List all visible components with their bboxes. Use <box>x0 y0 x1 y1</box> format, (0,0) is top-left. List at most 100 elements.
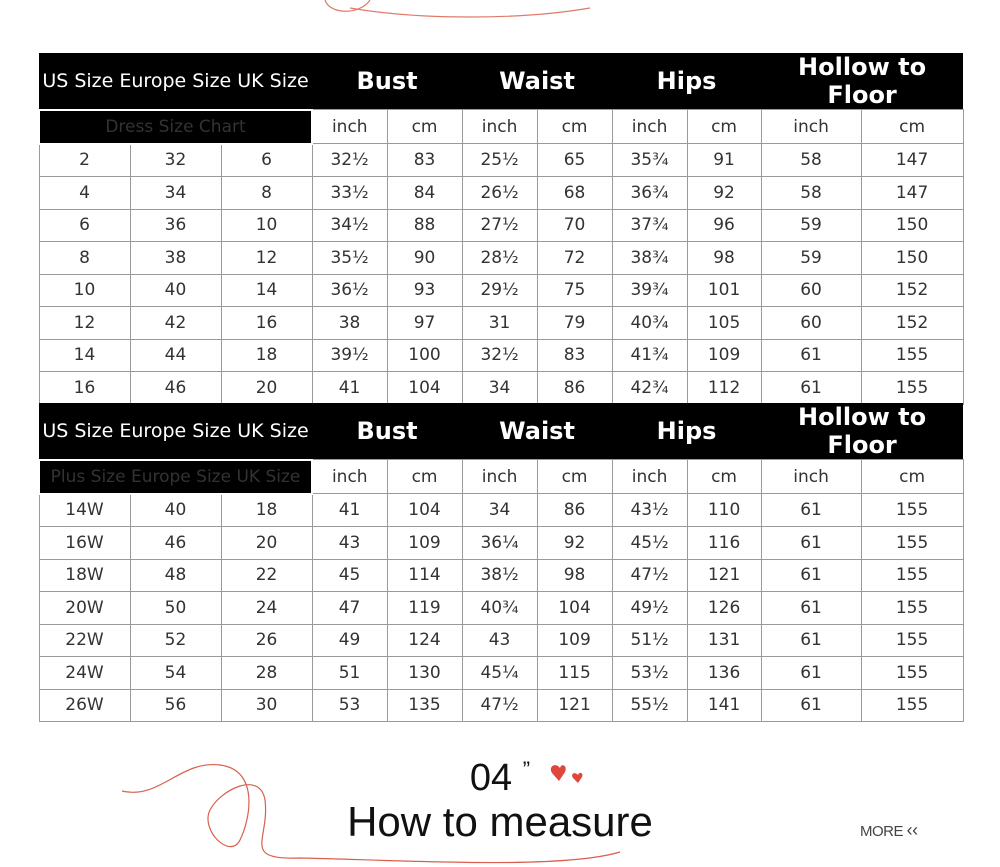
table-cell: 18 <box>220 338 313 372</box>
table-cell: 155 <box>860 371 964 405</box>
table-cell: 27½ <box>461 208 538 242</box>
table-cell: 49½ <box>611 591 688 625</box>
table-cell: 60 <box>760 273 862 307</box>
table-cell: 112 <box>686 371 762 405</box>
table-row: 6 36 10 34½ 88 27½ 70 37¾ 96 59 150 <box>38 208 964 242</box>
table-cell: 70 <box>536 208 613 242</box>
table-cell: 28½ <box>461 241 538 275</box>
table-cell: 35¾ <box>611 143 688 177</box>
table-cell: 14 <box>38 338 131 372</box>
unit-cm: cm <box>386 109 463 144</box>
table-cell: 155 <box>860 493 964 527</box>
table-cell: 59 <box>760 241 862 275</box>
table-cell: 36¾ <box>611 176 688 210</box>
table-cell: 14 <box>220 273 313 307</box>
table-cell: 40¾ <box>611 306 688 340</box>
unit-inch: inch <box>760 109 862 144</box>
table-cell: 25½ <box>461 143 538 177</box>
table-cell: 26½ <box>461 176 538 210</box>
table-cell: 38 <box>311 306 388 340</box>
table-cell: 155 <box>860 591 964 625</box>
table-cell: 45 <box>311 558 388 592</box>
table-cell: 46 <box>129 526 222 560</box>
table-cell: 100 <box>386 338 463 372</box>
table-cell: 54 <box>129 656 222 690</box>
table-cell: 60 <box>760 306 862 340</box>
table-cell: 34 <box>129 176 222 210</box>
table-cell: 34 <box>461 371 538 405</box>
table-cell: 58 <box>760 143 862 177</box>
table-cell: 47½ <box>461 688 538 722</box>
table-cell: 34 <box>461 493 538 527</box>
hollow-to-floor-header: Hollow to Floor <box>761 53 964 110</box>
table-cell: 18W <box>38 558 131 592</box>
table-cell: 115 <box>536 656 613 690</box>
table-cell: 124 <box>386 623 463 657</box>
unit-inch: inch <box>611 459 688 494</box>
table-cell: 22 <box>220 558 313 592</box>
table-cell: 40 <box>129 493 222 527</box>
table-cell: 58 <box>760 176 862 210</box>
table-cell: 49 <box>311 623 388 657</box>
table-cell: 20 <box>220 371 313 405</box>
table-cell: 16 <box>220 306 313 340</box>
unit-row: Plus Size Europe Size UK Size inch cm inch c… <box>37 458 964 495</box>
table-cell: 150 <box>860 241 964 275</box>
table-cell: 40 <box>129 273 222 307</box>
table-row: 18W 48 22 45 114 38½ 98 47½ 121 61 155 <box>38 558 964 592</box>
table-cell: 65 <box>536 143 613 177</box>
table-cell: 8 <box>38 241 131 275</box>
table-cell: 75 <box>536 273 613 307</box>
table-cell: 79 <box>536 306 613 340</box>
unit-cm: cm <box>536 459 613 494</box>
table-cell: 83 <box>386 143 463 177</box>
table-cell: 92 <box>536 526 613 560</box>
table-cell: 147 <box>860 176 964 210</box>
unit-cm: cm <box>686 459 762 494</box>
table-cell: 18 <box>220 493 313 527</box>
table-cell: 42¾ <box>611 371 688 405</box>
table-cell: 10 <box>220 208 313 242</box>
table-cell: 114 <box>386 558 463 592</box>
table-cell: 41 <box>311 493 388 527</box>
waist-header: Waist <box>462 403 613 460</box>
table-cell: 39½ <box>311 338 388 372</box>
waist-header: Waist <box>462 53 613 110</box>
table-cell: 47½ <box>611 558 688 592</box>
table-cell: 44 <box>129 338 222 372</box>
unit-cm: cm <box>860 459 964 494</box>
table-cell: 53½ <box>611 656 688 690</box>
table-row: 24W 54 28 51 130 45¼ 115 53½ 136 61 155 <box>38 656 964 690</box>
table-cell: 91 <box>686 143 762 177</box>
table-cell: 126 <box>686 591 762 625</box>
table-row: 16 46 20 41 104 34 86 42¾ 112 61 155 <box>38 371 964 405</box>
table-cell: 68 <box>536 176 613 210</box>
table-cell: 61 <box>760 623 862 657</box>
unit-cm: cm <box>536 109 613 144</box>
bust-header: Bust <box>312 53 463 110</box>
table-cell: 32½ <box>461 338 538 372</box>
unit-row: Dress Size Chart inch cm inch cm inch cm inch cm <box>37 108 964 145</box>
table-cell: 43½ <box>611 493 688 527</box>
bust-header: Bust <box>312 403 463 460</box>
table-row: 10 40 14 36½ 93 29½ 75 39¾ 101 60 152 <box>38 273 964 307</box>
table-cell: 61 <box>760 558 862 592</box>
table-cell: 152 <box>860 306 964 340</box>
plus-size-chart-table: US Size Europe Size UK Size Bust Waist Hips… <box>37 403 964 722</box>
table-cell: 38½ <box>461 558 538 592</box>
table-cell: 97 <box>386 306 463 340</box>
table-cell: 20W <box>38 591 131 625</box>
table-cell: 110 <box>686 493 762 527</box>
table-cell: 109 <box>686 338 762 372</box>
table-cell: 51½ <box>611 623 688 657</box>
table-cell: 155 <box>860 526 964 560</box>
more-link[interactable]: MORE ‹‹ <box>860 820 918 841</box>
table-cell: 12 <box>220 241 313 275</box>
table-cell: 47 <box>311 591 388 625</box>
table-cell: 109 <box>386 526 463 560</box>
table-cell: 88 <box>386 208 463 242</box>
table-cell: 35½ <box>311 241 388 275</box>
table-cell: 104 <box>386 493 463 527</box>
table-cell: 119 <box>386 591 463 625</box>
table-cell: 36½ <box>311 273 388 307</box>
